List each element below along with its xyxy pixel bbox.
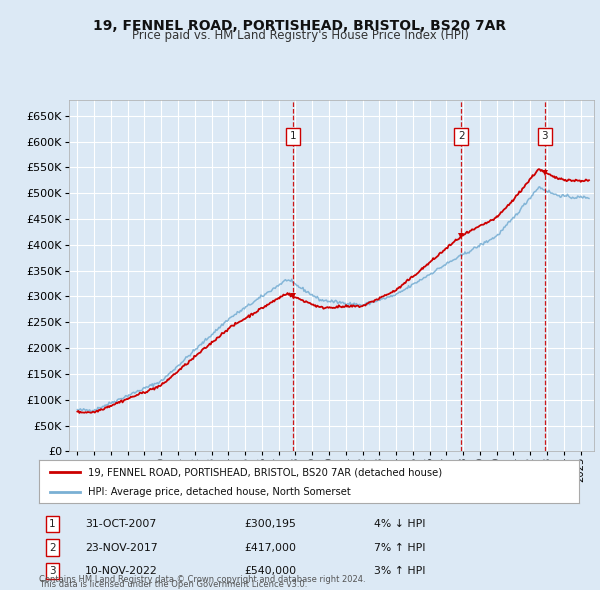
Text: 19, FENNEL ROAD, PORTISHEAD, BRISTOL, BS20 7AR: 19, FENNEL ROAD, PORTISHEAD, BRISTOL, BS… [94, 19, 506, 33]
Text: This data is licensed under the Open Government Licence v3.0.: This data is licensed under the Open Gov… [39, 581, 307, 589]
Text: 1: 1 [49, 519, 56, 529]
Text: 19, FENNEL ROAD, PORTISHEAD, BRISTOL, BS20 7AR (detached house): 19, FENNEL ROAD, PORTISHEAD, BRISTOL, BS… [88, 467, 442, 477]
Text: Contains HM Land Registry data © Crown copyright and database right 2024.: Contains HM Land Registry data © Crown c… [39, 575, 365, 584]
Text: 3: 3 [49, 566, 56, 576]
Text: 10-NOV-2022: 10-NOV-2022 [85, 566, 158, 576]
Text: £300,195: £300,195 [244, 519, 296, 529]
Text: 2: 2 [458, 132, 465, 142]
Text: HPI: Average price, detached house, North Somerset: HPI: Average price, detached house, Nort… [88, 487, 350, 497]
Text: 23-NOV-2017: 23-NOV-2017 [85, 543, 158, 552]
Text: 3% ↑ HPI: 3% ↑ HPI [374, 566, 425, 576]
Text: 2: 2 [49, 543, 56, 552]
Text: Price paid vs. HM Land Registry's House Price Index (HPI): Price paid vs. HM Land Registry's House … [131, 30, 469, 42]
Text: £417,000: £417,000 [244, 543, 296, 552]
Text: 4% ↓ HPI: 4% ↓ HPI [374, 519, 425, 529]
Text: 31-OCT-2007: 31-OCT-2007 [85, 519, 156, 529]
Text: 1: 1 [289, 132, 296, 142]
Text: 7% ↑ HPI: 7% ↑ HPI [374, 543, 425, 552]
Text: 3: 3 [541, 132, 548, 142]
Text: £540,000: £540,000 [244, 566, 296, 576]
